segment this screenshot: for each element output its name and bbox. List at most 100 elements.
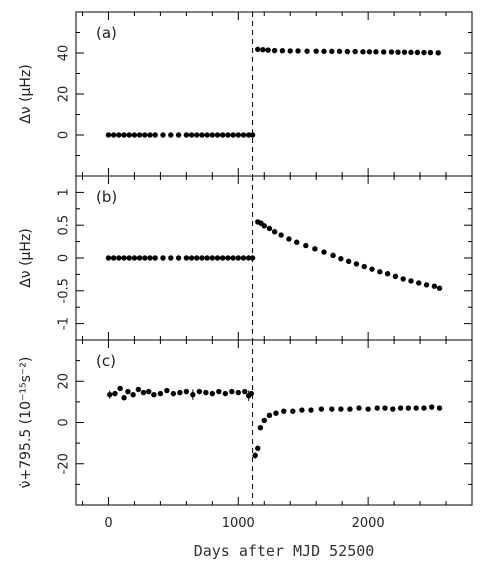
data-point: [125, 388, 131, 395]
data-point: [116, 132, 122, 138]
data-point: [183, 255, 190, 261]
data-point: [295, 48, 301, 54]
data-point: [414, 49, 421, 56]
y-tick-label: 0.5: [57, 215, 72, 236]
data-point: [266, 412, 273, 418]
data-point: [188, 255, 195, 261]
data-point: [164, 387, 170, 394]
data-point: [347, 406, 353, 412]
data-point: [330, 252, 336, 259]
x-axis-label: Days after MJD 52500: [194, 542, 375, 560]
data-point: [249, 255, 256, 261]
data-point: [199, 255, 205, 261]
data-point: [235, 132, 241, 138]
data-point: [271, 229, 278, 235]
data-point: [225, 132, 231, 138]
data-point: [130, 391, 136, 398]
data-point: [381, 49, 387, 55]
data-point: [345, 258, 352, 264]
data-point: [160, 255, 166, 261]
data-point: [126, 255, 132, 261]
data-point: [400, 276, 406, 282]
data-point: [110, 132, 117, 138]
data-point: [329, 406, 335, 412]
data-point: [416, 280, 422, 286]
data-point: [321, 48, 327, 55]
y-tick-label: 20: [57, 86, 72, 103]
data-point: [249, 132, 256, 138]
data-point: [242, 388, 248, 395]
data-point: [160, 132, 166, 138]
data-point: [344, 48, 351, 55]
panel-frame: [75, 11, 473, 177]
data-point: [131, 255, 138, 261]
data-point: [408, 278, 414, 284]
data-point: [257, 424, 264, 431]
data-point: [304, 48, 310, 54]
data-point: [338, 255, 344, 262]
data-point: [222, 390, 229, 397]
y-tick-label: 1: [57, 188, 72, 196]
data-point: [220, 255, 226, 261]
y-tick-label: -1: [57, 317, 72, 330]
data-point: [117, 385, 123, 392]
data-point: [287, 48, 293, 54]
data-point: [321, 249, 327, 255]
data-point: [435, 50, 441, 56]
data-point: [121, 132, 127, 138]
data-point: [429, 404, 435, 410]
data-point: [252, 452, 258, 459]
data-point: [261, 223, 267, 229]
data-point: [146, 388, 152, 395]
data-point: [365, 406, 371, 412]
data-point: [188, 132, 195, 138]
data-point: [336, 48, 343, 55]
y-axis-label: ν̇+795.5 (10⁻¹⁵s⁻²): [18, 357, 34, 489]
y-tick-label: 40: [57, 45, 72, 62]
panel-label: (b): [96, 188, 117, 206]
data-point: [436, 405, 443, 411]
data-point: [361, 263, 367, 270]
data-point: [105, 132, 112, 138]
data-point: [329, 48, 335, 55]
data-point: [312, 246, 318, 252]
data-point: [204, 255, 210, 261]
data-point: [140, 389, 147, 396]
panel-frame: [75, 339, 473, 506]
data-point: [392, 273, 399, 280]
data-point: [204, 132, 210, 138]
panel-label: (c): [96, 352, 116, 370]
x-tick-label: 1000: [222, 516, 255, 531]
data-point: [214, 132, 221, 138]
data-point: [203, 389, 209, 396]
data-point: [294, 239, 300, 245]
data-point: [183, 132, 190, 138]
x-tick-label: 2000: [352, 516, 385, 531]
data-point: [279, 48, 286, 54]
y-tick-label: 0: [57, 254, 72, 262]
data-point: [194, 255, 200, 261]
data-point: [248, 390, 254, 397]
data-point: [110, 255, 117, 261]
data-point: [112, 390, 118, 397]
data-point: [281, 408, 287, 414]
x-tick-label: 0: [104, 516, 112, 531]
data-point: [190, 391, 196, 398]
data-point: [427, 49, 434, 56]
data-point: [177, 389, 183, 396]
data-point: [157, 390, 164, 397]
data-point: [209, 390, 216, 397]
panel-label: (a): [96, 24, 117, 42]
data-point: [168, 132, 174, 138]
y-tick-label: 20: [57, 373, 72, 390]
data-point: [136, 255, 143, 261]
data-point: [436, 285, 443, 291]
data-point: [209, 255, 216, 261]
data-point: [220, 132, 226, 138]
data-point: [299, 407, 305, 413]
data-point: [230, 132, 236, 138]
data-point: [214, 255, 221, 261]
y-axis-label: Δν (μHz): [18, 64, 34, 124]
data-point: [261, 417, 267, 424]
